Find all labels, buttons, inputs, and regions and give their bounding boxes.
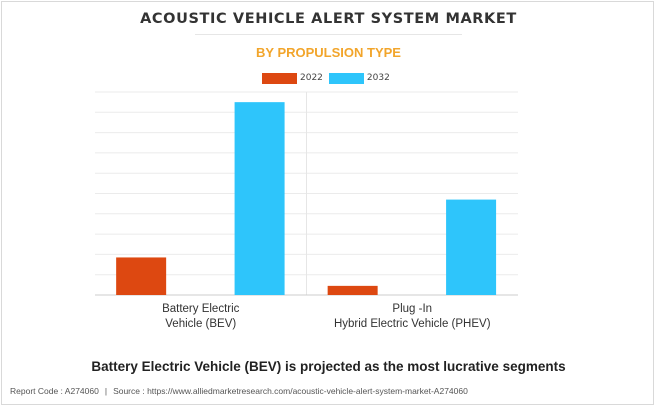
footer: Report Code : A274060 | Source : https://w… — [10, 386, 468, 396]
source-link[interactable]: Source : https://www.alliedmarketresearc… — [113, 386, 468, 396]
chart-title: ACOUSTIC VEHICLE ALERT SYSTEM MARKET — [140, 11, 517, 27]
footer-separator: | — [104, 386, 108, 396]
x-tick-label: Vehicle (BEV) — [165, 318, 236, 330]
bar-2022-0 — [116, 257, 167, 295]
legend-swatch — [328, 72, 364, 84]
bar-2032-0 — [234, 102, 285, 296]
x-tick-label: Battery Electric — [162, 303, 240, 315]
chart-subtitle: BY PROPULSION TYPE — [256, 45, 401, 60]
legend-label: 2022 — [300, 73, 323, 83]
report-code: Report Code : A274060 — [10, 386, 99, 396]
bar-2022-1 — [327, 285, 378, 295]
bar-2032-1 — [446, 199, 497, 295]
title-divider — [195, 34, 462, 35]
legend-item-2022[interactable]: 2022 — [262, 72, 323, 84]
chart-legend: 2022 2032 — [262, 72, 396, 84]
x-tick-label: Plug -In — [392, 303, 432, 315]
chart-caption: Battery Electric Vehicle (BEV) is projec… — [91, 359, 566, 374]
legend-swatch — [262, 72, 297, 84]
legend-item-2032[interactable]: 2032 — [328, 72, 390, 84]
legend-label: 2032 — [366, 73, 390, 83]
x-tick-label: Hybrid Electric Vehicle (PHEV) — [334, 318, 491, 330]
